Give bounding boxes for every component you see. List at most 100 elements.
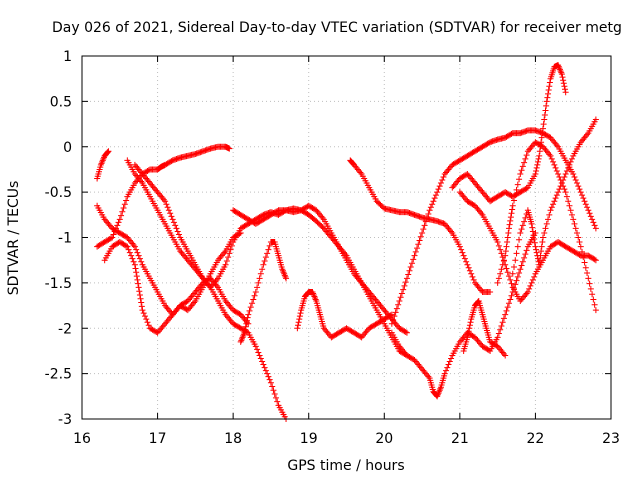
data-point: [417, 233, 424, 240]
data-point: [586, 280, 593, 287]
data-point: [566, 161, 573, 168]
x-tick-label: 16: [73, 431, 91, 447]
y-tick-label: 1: [63, 49, 72, 65]
data-point: [584, 204, 591, 211]
data-point: [582, 264, 589, 271]
data-point: [257, 270, 264, 277]
data-point: [249, 300, 256, 307]
data-point: [498, 322, 505, 329]
data-point: [536, 257, 543, 264]
data-point: [522, 214, 529, 221]
data-point: [133, 269, 140, 276]
data-point: [319, 224, 326, 231]
data-point: [529, 276, 536, 283]
x-axis-title: GPS time / hours: [287, 458, 404, 474]
data-point: [123, 197, 130, 204]
data-point: [274, 208, 281, 215]
data-point: [456, 243, 463, 250]
data-point: [435, 186, 442, 193]
data-point: [109, 234, 116, 241]
data-point: [548, 204, 555, 211]
data-point: [579, 192, 586, 199]
data-point: [105, 148, 112, 155]
data-point: [502, 352, 509, 359]
data-point: [561, 186, 568, 193]
data-point: [504, 239, 511, 246]
x-tick-label: 22: [527, 431, 545, 447]
data-point: [223, 257, 230, 264]
data-point: [256, 352, 263, 359]
data-point: [264, 250, 271, 257]
data-point: [524, 288, 531, 295]
data-point: [250, 296, 257, 303]
data-point: [257, 355, 264, 362]
data-point: [536, 152, 543, 159]
data-point: [135, 252, 142, 259]
data-point: [430, 198, 437, 205]
data-point: [534, 158, 541, 165]
data-point: [459, 249, 466, 256]
data-point: [357, 333, 364, 340]
y-tick-label: -1.5: [45, 276, 72, 292]
data-point: [134, 276, 141, 283]
data-point: [421, 222, 428, 229]
x-tick-label: 18: [224, 431, 242, 447]
data-point: [592, 257, 599, 264]
data-point: [444, 364, 451, 371]
data-point: [512, 257, 519, 264]
data-point: [500, 315, 507, 322]
data-point: [562, 89, 569, 96]
chart-title: Day 026 of 2021, Sidereal Day-to-day VTE…: [52, 20, 622, 36]
data-point: [509, 206, 516, 213]
data-point: [529, 224, 536, 231]
data-point: [591, 301, 598, 308]
data-point: [545, 87, 552, 94]
data-point: [507, 276, 514, 283]
data-point: [558, 180, 565, 187]
data-point: [546, 211, 553, 218]
data-point: [107, 235, 114, 242]
data-point: [516, 236, 523, 243]
data-point: [531, 273, 538, 280]
data-point: [533, 249, 540, 256]
data-point: [183, 306, 190, 313]
data-point: [529, 228, 536, 235]
data-point: [464, 261, 471, 268]
data-point: [403, 329, 410, 336]
data-point: [521, 159, 528, 166]
data-point: [539, 234, 546, 241]
data-point: [124, 243, 131, 250]
data-point: [295, 322, 302, 329]
data-point: [255, 349, 262, 356]
data-point: [175, 231, 182, 238]
data-point: [499, 261, 506, 268]
data-point: [116, 216, 123, 223]
data-point: [266, 376, 273, 383]
series-track-1: [94, 148, 112, 182]
data-point: [533, 164, 540, 171]
data-point: [523, 152, 530, 159]
data-point: [415, 241, 422, 248]
data-point: [260, 361, 267, 368]
data-point: [439, 177, 446, 184]
series-track-14: [456, 189, 599, 305]
data-point: [519, 163, 526, 170]
series-track-10: [347, 157, 494, 295]
data-point: [242, 323, 249, 330]
data-point: [126, 249, 133, 256]
y-tick-label: -3: [58, 412, 72, 428]
data-point: [568, 155, 575, 162]
data-point: [571, 220, 578, 227]
series-track-16: [509, 116, 599, 277]
data-point: [402, 329, 409, 336]
data-point: [469, 273, 476, 280]
data-point: [590, 296, 597, 303]
data-point: [581, 198, 588, 205]
data-point: [463, 258, 470, 265]
data-point: [576, 239, 583, 246]
data-point: [548, 155, 555, 162]
data-point: [296, 316, 303, 323]
data-point: [274, 398, 281, 405]
y-tick-label: 0: [63, 140, 72, 156]
data-point: [393, 305, 400, 312]
